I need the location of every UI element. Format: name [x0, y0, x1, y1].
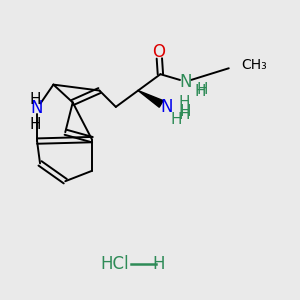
Text: H: H: [153, 255, 165, 273]
Text: N: N: [179, 73, 192, 91]
Text: H: H: [194, 84, 206, 99]
Text: H: H: [178, 107, 190, 122]
Text: H: H: [30, 117, 41, 132]
Text: O: O: [152, 43, 165, 61]
Text: N: N: [160, 98, 172, 116]
Text: H: H: [179, 104, 191, 119]
Text: H: H: [171, 112, 182, 127]
Text: HCl: HCl: [100, 255, 129, 273]
Text: H: H: [178, 95, 190, 110]
Polygon shape: [138, 91, 163, 107]
Text: N: N: [31, 99, 43, 117]
Text: H: H: [29, 92, 41, 107]
Text: H: H: [196, 82, 208, 97]
Text: CH₃: CH₃: [241, 58, 267, 72]
